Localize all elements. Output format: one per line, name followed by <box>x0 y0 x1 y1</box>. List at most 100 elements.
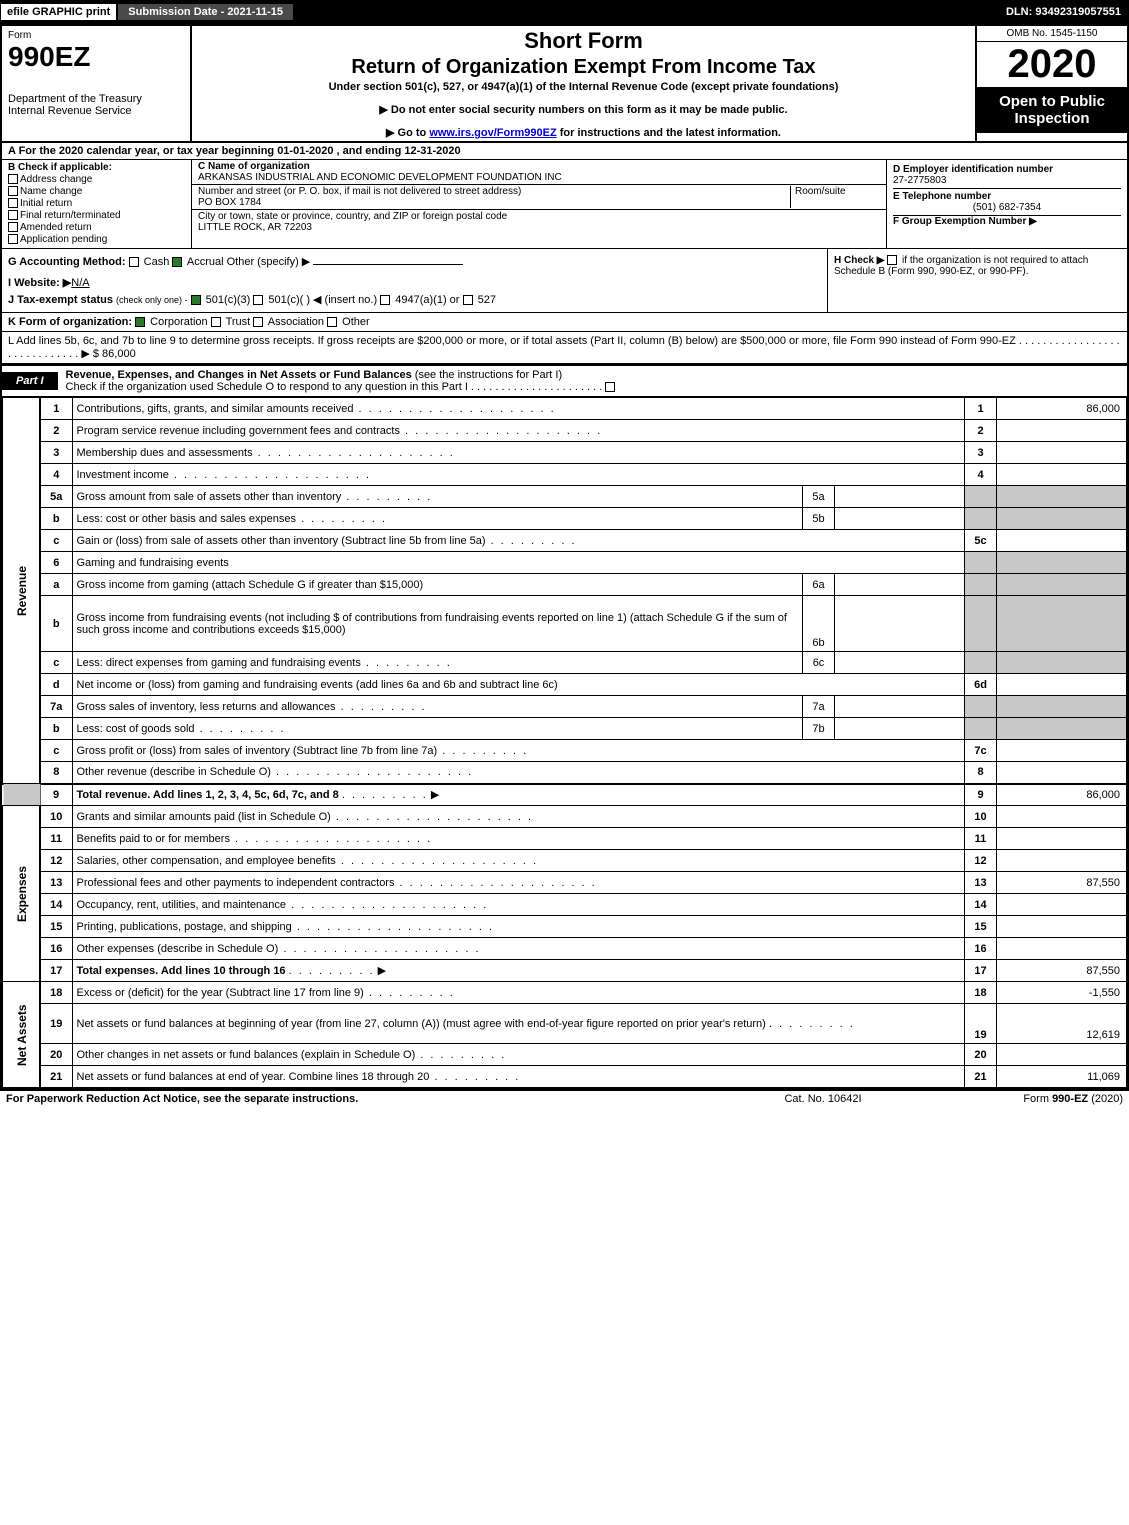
part1-title-text: Revenue, Expenses, and Changes in Net As… <box>66 369 412 381</box>
chk-label: Address change <box>20 174 92 185</box>
l20-desc: Other changes in net assets or fund bala… <box>72 1044 965 1066</box>
l7b-sub: 7b <box>803 718 835 740</box>
l-amount: 86,000 <box>102 348 136 360</box>
c-city-block: City or town, state or province, country… <box>192 210 886 234</box>
l7c-desc: Gross profit or (loss) from sales of inv… <box>72 740 965 762</box>
chk-initial-return[interactable]: Initial return <box>8 198 185 209</box>
section-bcdef: B Check if applicable: Address change Na… <box>2 160 1127 249</box>
group-label: F Group Exemption Number ▶ <box>893 216 1037 227</box>
chk-other[interactable] <box>327 317 337 327</box>
chk-label: Amended return <box>20 222 92 233</box>
l5b-desc: Less: cost or other basis and sales expe… <box>72 508 803 530</box>
footer: For Paperwork Reduction Act Notice, see … <box>0 1090 1129 1107</box>
chk-501c3[interactable] <box>191 295 201 305</box>
chk-assoc[interactable] <box>253 317 263 327</box>
l6a-sub: 6a <box>803 574 835 596</box>
l6b-sub: 6b <box>803 596 835 652</box>
chk-label: Initial return <box>20 198 72 209</box>
l21-num: 21 <box>40 1066 72 1088</box>
goto-prefix: ▶ Go to <box>386 127 429 139</box>
header-right: OMB No. 1545-1150 2020 Open to Public In… <box>977 26 1127 141</box>
dln-label: DLN: 93492319057551 <box>998 4 1129 20</box>
line-19: 19 Net assets or fund balances at beginn… <box>3 1004 1127 1044</box>
chk-final-return[interactable]: Final return/terminated <box>8 210 185 221</box>
j-label: J Tax-exempt status <box>8 294 113 306</box>
irs-link[interactable]: www.irs.gov/Form990EZ <box>429 127 556 139</box>
l17-rnum: 17 <box>965 960 997 982</box>
l5a-subamt <box>835 486 965 508</box>
chk-scheduleo[interactable] <box>605 382 615 392</box>
l7a-subamt <box>835 696 965 718</box>
line-2: 2 Program service revenue including gove… <box>3 420 1127 442</box>
l16-num: 16 <box>40 938 72 960</box>
chk-address-change[interactable]: Address change <box>8 174 185 185</box>
column-c: C Name of organization ARKANSAS INDUSTRI… <box>192 160 887 248</box>
h-prefix: H Check ▶ <box>834 255 887 266</box>
dept-treasury: Department of the Treasury <box>8 93 184 105</box>
l6a-num: a <box>40 574 72 596</box>
l7c-rnum: 7c <box>965 740 997 762</box>
chk-501c[interactable] <box>253 295 263 305</box>
chk-4947[interactable] <box>380 295 390 305</box>
line-15: 15 Printing, publications, postage, and … <box>3 916 1127 938</box>
e-tel-block: E Telephone number (501) 682-7354 <box>893 189 1121 216</box>
l5c-num: c <box>40 530 72 552</box>
part1-checknote: Check if the organization used Schedule … <box>66 381 618 393</box>
l20-num: 20 <box>40 1044 72 1066</box>
chk-application-pending[interactable]: Application pending <box>8 234 185 245</box>
l5b-subamt <box>835 508 965 530</box>
l7a-num: 7a <box>40 696 72 718</box>
l10-num: 10 <box>40 806 72 828</box>
l13-num: 13 <box>40 872 72 894</box>
chk-amended-return[interactable]: Amended return <box>8 222 185 233</box>
l16-rnum: 16 <box>965 938 997 960</box>
chk-527[interactable] <box>463 295 473 305</box>
open-public-badge: Open to Public Inspection <box>977 87 1127 133</box>
l5a-desc: Gross amount from sale of assets other t… <box>72 486 803 508</box>
goto-note: ▶ Go to www.irs.gov/Form990EZ for instru… <box>200 126 967 139</box>
dept-irs: Internal Revenue Service <box>8 105 184 117</box>
l6a-desc: Gross income from gaming (attach Schedul… <box>72 574 803 596</box>
chk-cash[interactable] <box>129 257 139 267</box>
l14-num: 14 <box>40 894 72 916</box>
c-name-label: C Name of organization <box>198 161 880 172</box>
l18-desc: Excess or (deficit) for the year (Subtra… <box>72 982 965 1004</box>
l5b-amtshade <box>997 508 1127 530</box>
l12-rnum: 12 <box>965 850 997 872</box>
l2-desc: Program service revenue including govern… <box>72 420 965 442</box>
l18-amt: -1,550 <box>997 982 1127 1004</box>
l6a-subamt <box>835 574 965 596</box>
l5b-sub: 5b <box>803 508 835 530</box>
ssn-note: ▶ Do not enter social security numbers o… <box>200 103 967 116</box>
chk-corp[interactable] <box>135 317 145 327</box>
main-title: Return of Organization Exempt From Incom… <box>200 56 967 79</box>
l6c-num: c <box>40 652 72 674</box>
l15-num: 15 <box>40 916 72 938</box>
row-g-h: G Accounting Method: Cash Accrual Other … <box>2 249 1127 313</box>
chk-label: Name change <box>20 186 82 197</box>
l1-rnum: 1 <box>965 398 997 420</box>
l6c-sub: 6c <box>803 652 835 674</box>
l6c-subamt <box>835 652 965 674</box>
chk-name-change[interactable]: Name change <box>8 186 185 197</box>
l6d-rnum: 6d <box>965 674 997 696</box>
spacer-v <box>3 784 41 806</box>
l1-desc: Contributions, gifts, grants, and simila… <box>72 398 965 420</box>
l17-desc: Total expenses. Add lines 10 through 16 … <box>72 960 965 982</box>
line-18: Net Assets 18 Excess or (deficit) for th… <box>3 982 1127 1004</box>
l5a-sub: 5a <box>803 486 835 508</box>
l7a-amtshade <box>997 696 1127 718</box>
l3-amt <box>997 442 1127 464</box>
l6d-amt <box>997 674 1127 696</box>
chk-trust[interactable] <box>211 317 221 327</box>
l3-desc: Membership dues and assessments <box>72 442 965 464</box>
room-suite-label: Room/suite <box>790 186 880 208</box>
l6b-num: b <box>40 596 72 652</box>
chk-h-scheduleb[interactable] <box>887 255 897 265</box>
l18-num: 18 <box>40 982 72 1004</box>
l6c-rshade <box>965 652 997 674</box>
chk-accrual[interactable] <box>172 257 182 267</box>
l17-amt: 87,550 <box>997 960 1127 982</box>
l5a-amtshade <box>997 486 1127 508</box>
l7b-subamt <box>835 718 965 740</box>
